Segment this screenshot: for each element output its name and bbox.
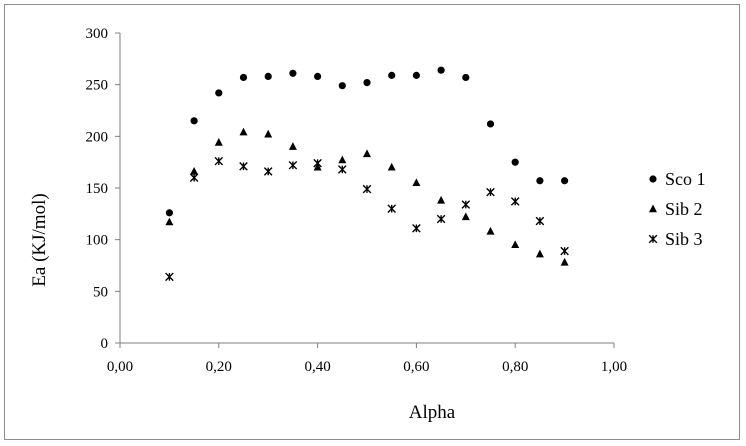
data-point — [288, 142, 297, 150]
data-point — [165, 272, 174, 282]
legend-label: Sco 1 — [665, 169, 706, 189]
legend-marker — [649, 175, 657, 183]
data-point — [264, 129, 273, 138]
chart-area — [4, 4, 740, 440]
data-point — [190, 166, 199, 175]
data-point — [412, 71, 420, 79]
data-point — [536, 177, 544, 185]
data-point — [535, 249, 544, 258]
data-point — [165, 209, 173, 217]
data-point — [560, 246, 569, 256]
data-point — [387, 204, 396, 213]
data-point — [338, 155, 347, 164]
y-axis-label: Ea (KJ/mol) — [29, 193, 50, 286]
y-tick-label: 100 — [86, 233, 109, 249]
data-point — [338, 165, 347, 174]
data-point — [363, 149, 371, 158]
data-point — [263, 167, 273, 176]
x-tick-label: 0,40 — [304, 359, 330, 375]
y-tick-label: 250 — [86, 78, 109, 94]
y-tick-label: 150 — [86, 181, 109, 197]
y-tick-label: 200 — [86, 129, 109, 145]
data-point — [288, 160, 298, 170]
data-point — [190, 117, 198, 125]
y-tick-label: 300 — [86, 26, 109, 42]
data-point — [437, 195, 446, 204]
legend-marker — [648, 234, 658, 244]
legend-label: Sib 3 — [665, 229, 703, 249]
x-tick-label: 0,20 — [206, 359, 232, 375]
data-point — [215, 89, 223, 97]
data-point — [165, 217, 174, 226]
data-point — [461, 200, 471, 209]
series-sco-1 — [165, 66, 569, 217]
data-point — [486, 120, 495, 128]
x-tick-label: 1,00 — [601, 359, 627, 375]
data-point — [388, 71, 396, 79]
x-tick-label: 0,80 — [502, 359, 528, 375]
data-point — [264, 72, 272, 80]
data-point — [461, 212, 470, 221]
data-point — [363, 79, 371, 87]
x-tick-label: 0,60 — [403, 359, 429, 375]
x-tick-label: 0,00 — [107, 359, 133, 375]
data-point — [535, 216, 545, 226]
data-point — [239, 162, 248, 171]
data-point — [289, 69, 297, 77]
x-axis-label: Alpha — [409, 402, 456, 423]
data-point — [338, 82, 346, 90]
data-point — [214, 156, 224, 166]
data-point — [511, 240, 520, 249]
data-point — [510, 197, 520, 206]
data-point — [486, 187, 495, 197]
data-point — [437, 66, 445, 74]
y-tick-label: 0 — [101, 336, 109, 352]
data-point — [561, 177, 569, 185]
legend-marker — [649, 204, 657, 213]
data-point — [214, 138, 223, 146]
series-sib-3 — [165, 156, 569, 282]
data-point — [189, 173, 199, 182]
data-point — [436, 214, 446, 224]
data-point — [560, 257, 569, 266]
y-tick-label: 50 — [93, 284, 108, 300]
series-sib-2 — [165, 127, 569, 266]
data-point — [314, 72, 322, 80]
data-point — [412, 178, 421, 187]
data-point — [239, 127, 248, 136]
data-point — [486, 226, 495, 235]
data-point — [387, 162, 396, 171]
legend-label: Sib 2 — [665, 199, 703, 219]
data-point — [313, 158, 322, 168]
data-point — [462, 73, 470, 82]
data-point — [239, 73, 248, 82]
data-point — [362, 184, 372, 194]
data-point — [511, 158, 519, 166]
data-point — [412, 224, 421, 233]
